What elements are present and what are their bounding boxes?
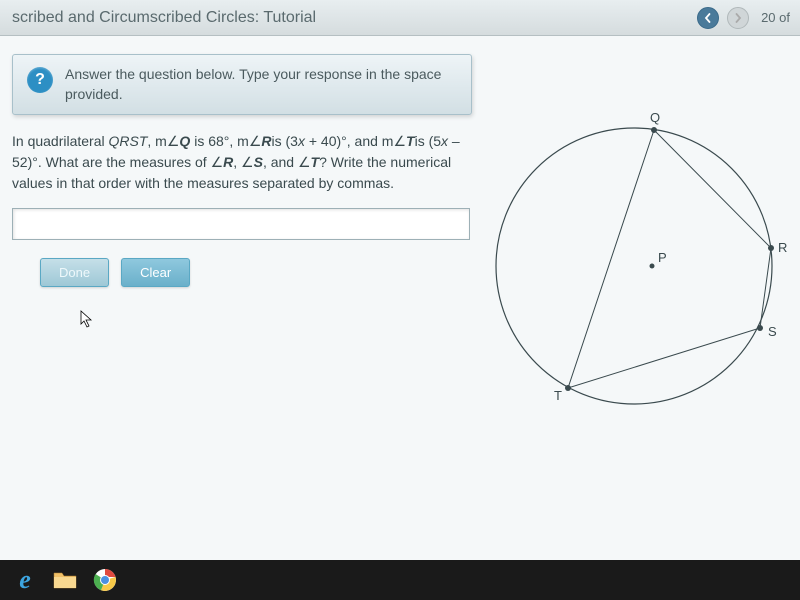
taskbar: e: [0, 560, 800, 600]
instruction-prompt: ? Answer the question below. Type your r…: [12, 54, 472, 115]
svg-text:Q: Q: [650, 110, 660, 125]
instruction-text: Answer the question below. Type your res…: [65, 65, 457, 104]
chevron-left-icon: [703, 13, 713, 23]
answer-input[interactable]: [12, 208, 470, 240]
svg-text:R: R: [778, 240, 787, 255]
content-area: ? Answer the question below. Type your r…: [0, 36, 800, 560]
next-page-button[interactable]: [727, 7, 749, 29]
tutorial-title: scribed and Circumscribed Circles: Tutor…: [12, 9, 788, 27]
question-text: In quadrilateral QRST, m∠Q is 68°, m∠Ris…: [12, 131, 472, 194]
prev-page-button[interactable]: [697, 7, 719, 29]
svg-text:S: S: [768, 324, 777, 339]
circle-diagram: Q R S T P: [484, 108, 794, 428]
edge-icon[interactable]: e: [12, 567, 38, 593]
chevron-right-icon: [733, 13, 743, 23]
done-button[interactable]: Done: [40, 258, 109, 287]
cursor-icon: [80, 310, 94, 328]
page-indicator: 20 of: [761, 10, 790, 25]
svg-text:P: P: [658, 250, 667, 265]
clear-button[interactable]: Clear: [121, 258, 190, 287]
file-explorer-icon[interactable]: [52, 567, 78, 593]
page-nav: 20 of: [697, 7, 790, 29]
tutorial-header: scribed and Circumscribed Circles: Tutor…: [0, 0, 800, 36]
svg-text:T: T: [554, 388, 562, 403]
question-mark-icon: ?: [27, 67, 53, 93]
chrome-icon[interactable]: [92, 567, 118, 593]
